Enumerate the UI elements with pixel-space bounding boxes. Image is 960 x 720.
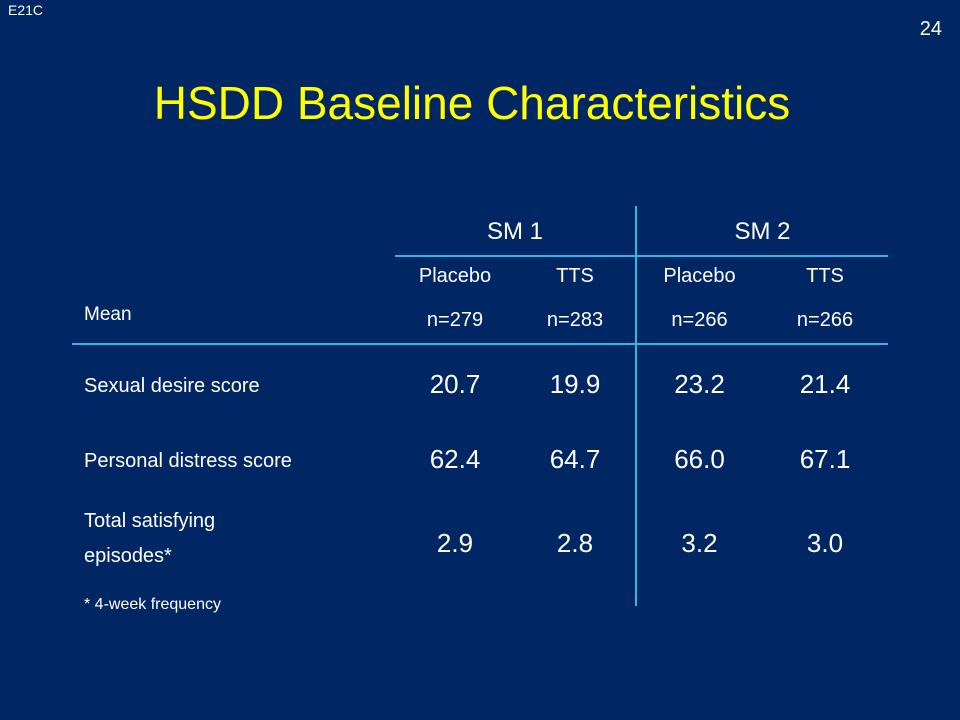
table-cell: 23.2 xyxy=(674,369,725,399)
column-treatment: Placebo xyxy=(418,265,492,287)
table-cell: 2.8 xyxy=(556,528,594,558)
group-underline xyxy=(395,255,888,257)
column-treatment: TTS xyxy=(806,265,844,287)
group-divider-line xyxy=(635,206,637,606)
row-label-total-satisfying: Total satisfying xyxy=(84,510,216,532)
table-cell: 21.4 xyxy=(799,369,851,399)
row-label-episodes: episodes* xyxy=(84,545,172,567)
table-cell: 66.0 xyxy=(674,444,725,474)
header-underline xyxy=(72,343,888,345)
group-header-sm1: SM 1 xyxy=(486,218,543,245)
column-treatment: Placebo xyxy=(663,265,736,287)
row-label-personal-distress: Personal distress score xyxy=(84,450,292,472)
group-header-sm2: SM 2 xyxy=(734,218,791,245)
table-cell: 64.7 xyxy=(549,444,601,474)
row-label-sexual-desire: Sexual desire score xyxy=(84,375,260,397)
column-n: n=279 xyxy=(426,309,484,331)
column-n: n=283 xyxy=(546,309,604,331)
table-cell: 2.9 xyxy=(436,528,474,558)
column-n: n=266 xyxy=(671,309,728,331)
table-cell: 3.2 xyxy=(681,528,718,558)
slide-title: HSDD Baseline Characteristics xyxy=(153,77,791,129)
table-cell: 67.1 xyxy=(799,444,851,474)
table-cell: 3.0 xyxy=(806,528,844,558)
table-cell: 20.7 xyxy=(429,369,481,399)
slide-number: 24 xyxy=(919,18,942,40)
table-cell: 19.9 xyxy=(549,369,601,399)
column-n: n=266 xyxy=(796,309,854,331)
table-cell: 62.4 xyxy=(429,444,481,474)
header-mean-label: Mean xyxy=(84,304,132,325)
footnote: * 4-week frequency xyxy=(84,596,221,613)
slide-code: E21C xyxy=(8,2,44,18)
column-treatment: TTS xyxy=(556,265,594,287)
